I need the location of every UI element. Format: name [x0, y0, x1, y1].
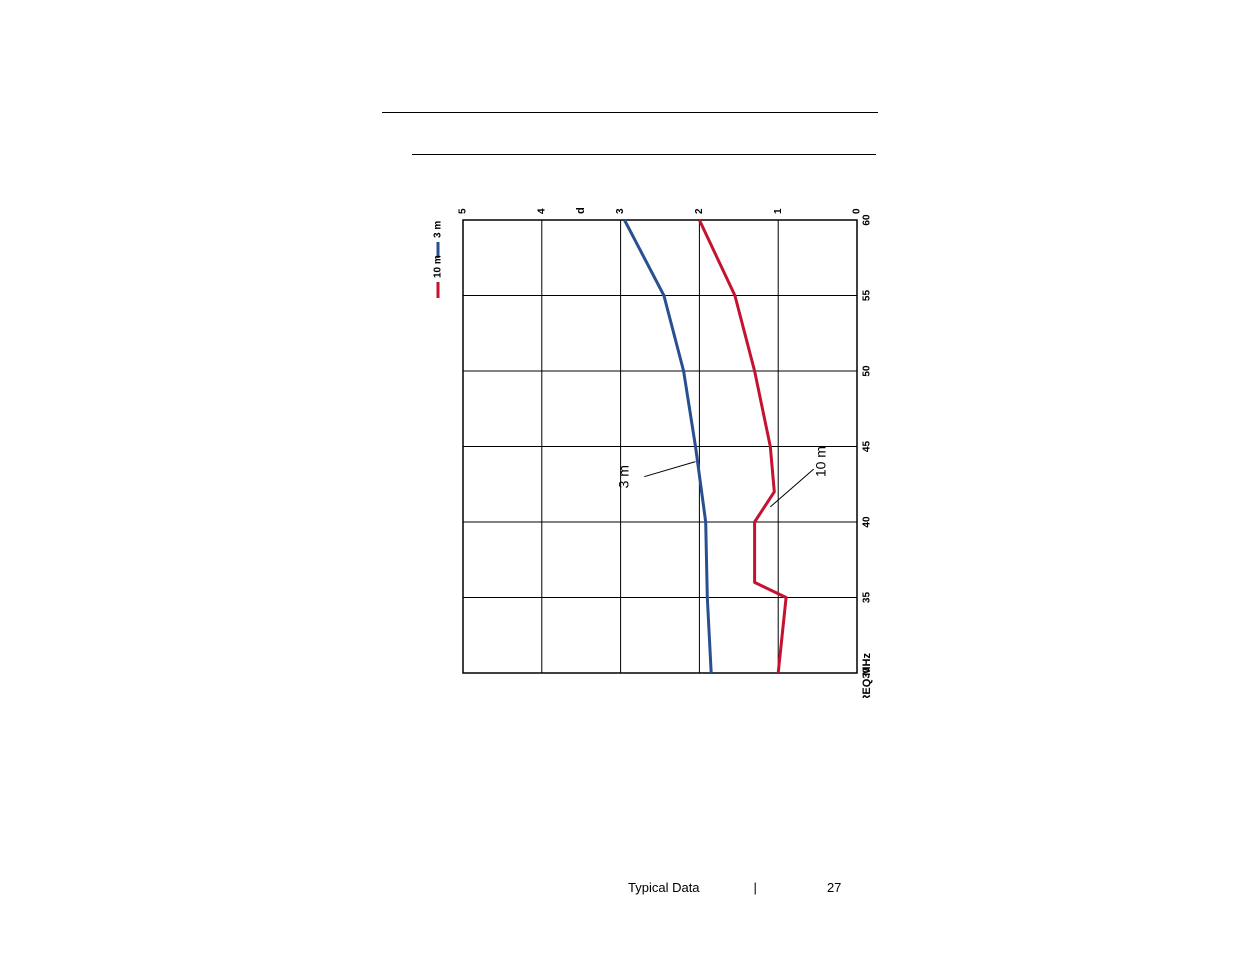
- x-tick-labels: 30354045505560: [862, 214, 873, 679]
- series-inline-label: 10 m: [812, 446, 828, 477]
- y-tick-label: 1: [773, 208, 784, 214]
- footer-separator: |: [754, 881, 757, 894]
- x-tick-label: 40: [862, 516, 873, 528]
- header-rule-thin: [412, 154, 876, 155]
- x-axis-title: FREQ MHz: [861, 653, 873, 698]
- x-tick-label: 60: [862, 214, 873, 226]
- x-tick-label: 35: [862, 592, 873, 604]
- x-tick-label: 45: [862, 441, 873, 453]
- y-tick-label: 0: [852, 208, 863, 214]
- page-footer: Typical Data | 27: [628, 881, 841, 894]
- y-tick-label: 4: [536, 208, 547, 214]
- legend-label: 10 m: [433, 255, 444, 278]
- series-inline-label: 3 m: [615, 465, 631, 488]
- footer-title: Typical Data: [628, 881, 700, 894]
- chart-legend: 3 m 10 m: [433, 221, 444, 298]
- page: 3 m10 m 30354045505560 012345 FREQ MHz d…: [0, 0, 1235, 954]
- chart-svg: 3 m10 m 30354045505560 012345 FREQ MHz d…: [426, 208, 881, 698]
- y-tick-label: 3: [615, 208, 626, 214]
- x-tick-label: 55: [862, 290, 873, 302]
- header-rule-thick: [382, 112, 878, 113]
- y-axis-title: dB: [575, 208, 587, 214]
- y-tick-labels: 0 1 2 3 4 5: [458, 208, 863, 214]
- y-tick-label: 2: [694, 208, 705, 214]
- y-tick-label: 5: [458, 208, 469, 214]
- chart-container: 3 m10 m 30354045505560 012345 FREQ MHz d…: [426, 208, 881, 698]
- footer-page-number: 27: [827, 881, 841, 894]
- legend-label: 3 m: [433, 221, 444, 238]
- x-tick-label: 50: [862, 365, 873, 377]
